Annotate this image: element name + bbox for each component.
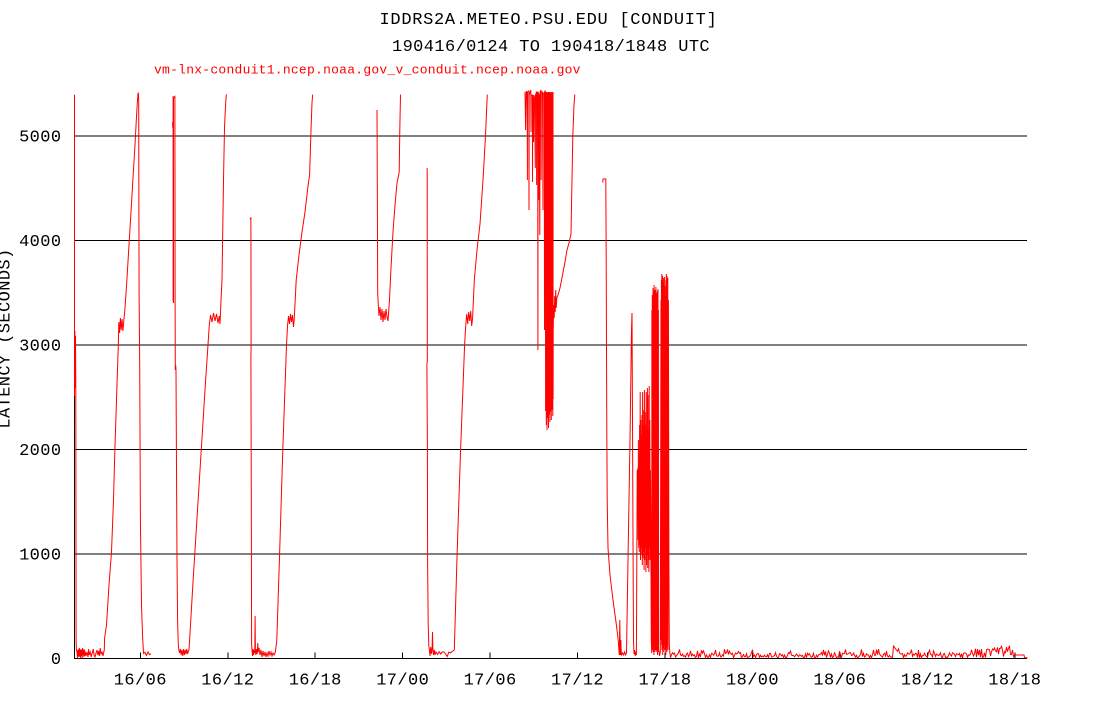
svg-text:16/18: 16/18 bbox=[289, 672, 342, 691]
svg-text:5000: 5000 bbox=[19, 129, 61, 148]
svg-text:17/06: 17/06 bbox=[464, 672, 517, 691]
svg-text:3000: 3000 bbox=[19, 338, 61, 357]
svg-text:16/06: 16/06 bbox=[114, 672, 167, 691]
svg-text:vm-lnx-conduit1.ncep.noaa.gov_: vm-lnx-conduit1.ncep.noaa.gov_v_conduit.… bbox=[154, 63, 581, 78]
svg-text:4000: 4000 bbox=[19, 233, 61, 252]
svg-text:1000: 1000 bbox=[19, 547, 61, 566]
svg-text:16/12: 16/12 bbox=[201, 672, 254, 691]
svg-text:18/00: 18/00 bbox=[726, 672, 779, 691]
svg-text:0: 0 bbox=[51, 651, 62, 670]
svg-text:17/18: 17/18 bbox=[638, 672, 691, 691]
svg-text:LATENCY (SECONDS): LATENCY (SECONDS) bbox=[0, 248, 16, 428]
svg-text:18/06: 18/06 bbox=[813, 672, 866, 691]
svg-text:18/12: 18/12 bbox=[901, 672, 954, 691]
svg-text:18/18: 18/18 bbox=[988, 672, 1041, 691]
svg-text:190416/0124 TO 190418/1848 UTC: 190416/0124 TO 190418/1848 UTC bbox=[392, 38, 710, 57]
svg-text:17/00: 17/00 bbox=[376, 672, 429, 691]
svg-text:2000: 2000 bbox=[19, 442, 61, 461]
svg-text:IDDRS2A.METEO.PSU.EDU [CONDUI: IDDRS2A.METEO.PSU.EDU [CONDUIT] bbox=[380, 11, 718, 30]
svg-text:17/12: 17/12 bbox=[551, 672, 604, 691]
